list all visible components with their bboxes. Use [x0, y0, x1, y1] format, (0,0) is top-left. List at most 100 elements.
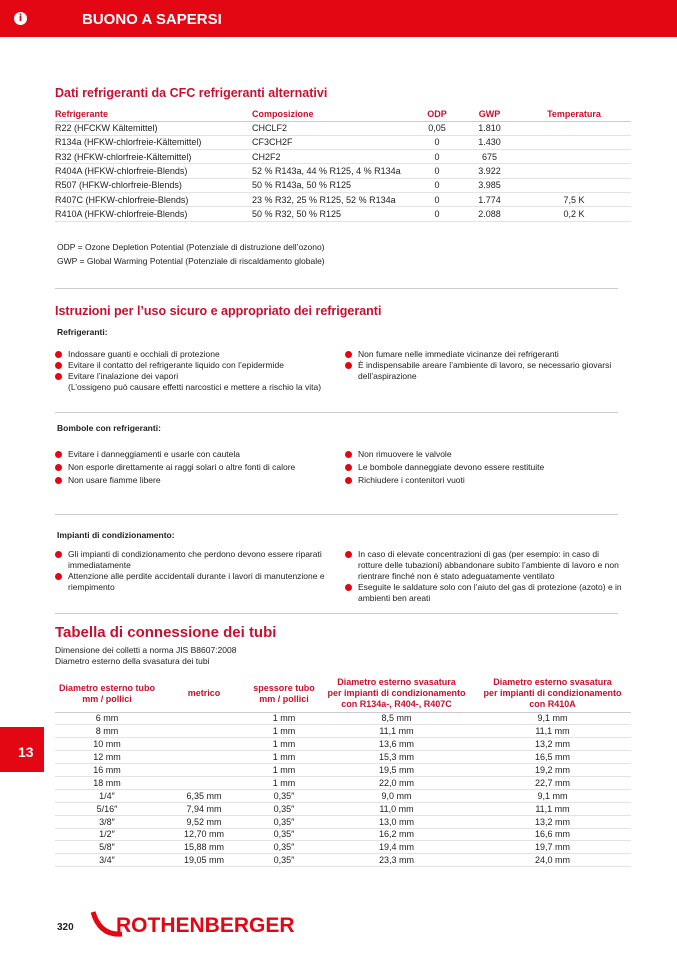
table-cell: 16,6 mm [474, 828, 631, 842]
table-cell: 24,0 mm [474, 853, 631, 868]
table-cell: R507 (HFKW-chlorfreie-Blends) [55, 178, 252, 193]
bullet-item: In caso di elevate concentrazioni di gas… [345, 549, 625, 582]
table-row: R507 (HFKW-chlorfreie-Blends) 50 % R143a,… [55, 178, 631, 193]
table-cell: 10 mm [55, 737, 159, 752]
table-cell: 1 mm [249, 737, 319, 752]
column-header: ODP [412, 107, 462, 122]
table-cell: 11,1 mm [474, 802, 631, 816]
table-row: R32 (HFKW-chlorfreie-Kältemittel) CH2F2 0 6… [55, 149, 631, 165]
table-cell: 3.985 [462, 178, 517, 193]
bullet-list: Gli impianti di condizionamento che perd… [55, 549, 335, 593]
table-cell: 12,70 mm [159, 828, 249, 842]
table-cell: 0 [412, 192, 462, 208]
column-header: Diametro esterno tubo mm / pollici [55, 676, 159, 713]
table-cell [159, 724, 249, 739]
divider [55, 412, 618, 413]
bullet-item: Non fumare nelle immediate vicinanze dei… [345, 349, 625, 360]
table-cell: 13,2 mm [474, 737, 631, 752]
table-cell: R404A (HFKW-chlorfreie-Blends) [55, 163, 252, 179]
table-cell: 0,2 K [517, 206, 631, 222]
table-cell: 0,35″ [249, 789, 319, 803]
table-cell: R407C (HFKW-chlorfreie-Blends) [55, 192, 252, 208]
table-cell: 1/2″ [55, 828, 159, 842]
header-bar: i BUONO A SAPERSI [0, 0, 677, 37]
table-cell: 0,35″ [249, 840, 319, 855]
table-cell [159, 712, 249, 726]
table-cell: R134a (HFKW-chlorfreie-Kältemittel) [55, 135, 252, 151]
bullet-item: Non rimuovere le valvole [345, 449, 625, 460]
bullet-item: Attenzione alle perdite accidentali dura… [55, 571, 335, 593]
group-label: Refrigeranti: [57, 327, 108, 337]
divider [55, 613, 618, 614]
column-header: GWP [462, 107, 517, 122]
abbrev-notes: ODP = Ozone Depletion Potential (Potenzi… [57, 240, 325, 268]
table-cell: CHCLF2 [252, 121, 412, 136]
table-row: 10 mm 1 mm 13,6 mm 13,2 mm [55, 737, 631, 752]
table-cell: 6,35 mm [159, 789, 249, 803]
table-cell [517, 163, 631, 179]
bullet-item: Evitare i danneggiamenti e usarle con ca… [55, 449, 335, 460]
bullet-item: Indossare guanti e occhiali di protezion… [55, 349, 335, 360]
bullet-item: Non usare fiamme libere [55, 475, 335, 486]
table-cell: 12 mm [55, 750, 159, 765]
table-cell: 0 [412, 178, 462, 193]
bullet-list: Non fumare nelle immediate vicinanze dei… [345, 349, 625, 382]
table-cell [159, 776, 249, 790]
table-cell: 3.922 [462, 163, 517, 179]
refrigerants-title: Dati refrigeranti da CFC refrigeranti al… [55, 86, 328, 100]
table-cell: 23,3 mm [319, 853, 474, 868]
table-row: 3/8″ 9,52 mm 0,35″ 13,0 mm 13,2 mm [55, 815, 631, 829]
table-cell: R32 (HFKW-chlorfreie-Kältemittel) [55, 149, 252, 165]
table-cell: CH2F2 [252, 149, 412, 165]
table-row: 12 mm 1 mm 15,3 mm 16,5 mm [55, 750, 631, 765]
table-cell: 7,5 K [517, 192, 631, 208]
note-odp: ODP = Ozone Depletion Potential (Potenzi… [57, 242, 325, 252]
table-cell: 22,7 mm [474, 776, 631, 790]
table-cell: 19,05 mm [159, 853, 249, 868]
table-cell: 0 [412, 163, 462, 179]
table-cell: CF3CH2F [252, 135, 412, 151]
table-row: 5/8″ 15,88 mm 0,35″ 19,4 mm 19,7 mm [55, 840, 631, 855]
table-cell: 52 % R143a, 44 % R125, 4 % R134a [252, 163, 412, 179]
table-cell: 8 mm [55, 724, 159, 739]
refrigerants-table: Refrigerante Composizione ODP GWP Temperatur… [55, 107, 631, 222]
table-cell: 1 mm [249, 724, 319, 739]
table-cell: 16,2 mm [319, 828, 474, 842]
table-row: 3/4″ 19,05 mm 0,35″ 23,3 mm 24,0 mm [55, 853, 631, 868]
table-cell: 0,35″ [249, 815, 319, 829]
bullet-item: Evitare il contatto del refrigerante liq… [55, 360, 335, 371]
bullet-item: Eseguite le saldature solo con l’aiuto d… [345, 582, 625, 604]
table-row: 8 mm 1 mm 11,1 mm 11,1 mm [55, 724, 631, 739]
table-cell [517, 149, 631, 165]
bullet-item: Gli impianti di condizionamento che perd… [55, 549, 335, 571]
table-row: 16 mm 1 mm 19,5 mm 19,2 mm [55, 763, 631, 777]
pipes-table: Diametro esterno tubo mm / pollici metric… [55, 676, 631, 868]
table-cell: 3/4″ [55, 853, 159, 868]
bullet-list: Evitare i danneggiamenti e usarle con ca… [55, 449, 335, 488]
table-cell: 16 mm [55, 763, 159, 777]
table-cell: 0,35″ [249, 828, 319, 842]
table-cell: 0 [412, 135, 462, 151]
table-cell: 0,05 [412, 121, 462, 136]
table-cell: 1.810 [462, 121, 517, 136]
column-header: Temperatura [517, 107, 631, 122]
table-cell: 1/4″ [55, 789, 159, 803]
table-row: 6 mm 1 mm 8,5 mm 9,1 mm [55, 712, 631, 726]
pipes-title: Tabella di connessione dei tubi [55, 624, 277, 641]
page-number: 320 [57, 922, 74, 933]
table-row: R22 (HFCKW Kältemittel) CHCLF2 0,05 1.810 [55, 121, 631, 136]
table-cell: R410A (HFKW-chlorfreie-Blends) [55, 206, 252, 222]
table-cell: 13,6 mm [319, 737, 474, 752]
table-cell: 13,2 mm [474, 815, 631, 829]
table-cell [517, 135, 631, 151]
info-icon: i [14, 12, 27, 25]
table-row: 5/16″ 7,94 mm 0,35″ 11,0 mm 11,1 mm [55, 802, 631, 816]
table-cell: 1.774 [462, 192, 517, 208]
table-cell: 1 mm [249, 763, 319, 777]
table-cell: 9,52 mm [159, 815, 249, 829]
group-label: Bombole con refrigeranti: [57, 423, 161, 433]
table-cell: 50 % R32, 50 % R125 [252, 206, 412, 222]
table-cell: 675 [462, 149, 517, 165]
table-cell: 6 mm [55, 712, 159, 726]
header-title: BUONO A SAPERSI [82, 11, 222, 28]
